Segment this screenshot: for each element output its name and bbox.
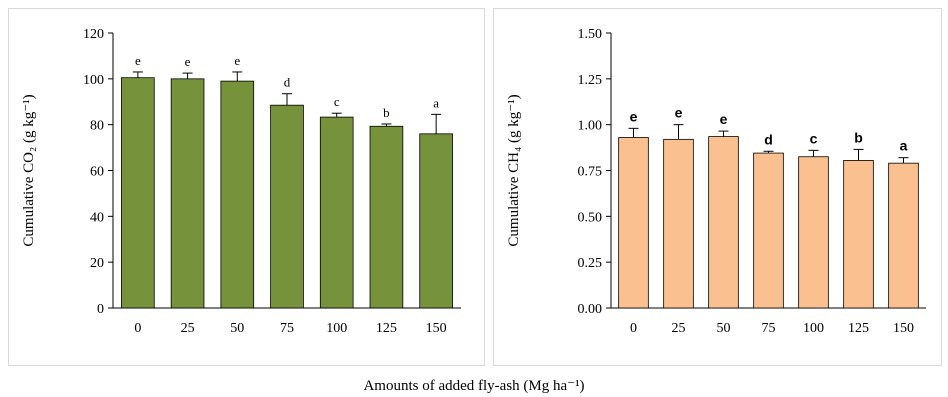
y-tick-label: 40 bbox=[90, 210, 104, 225]
y-tick-label: 1.00 bbox=[578, 119, 603, 134]
bar bbox=[170, 78, 205, 309]
x-tick-label: 50 bbox=[717, 321, 731, 336]
significance-letter: a bbox=[433, 95, 439, 110]
x-tick-label: 150 bbox=[893, 321, 914, 336]
bar bbox=[419, 133, 453, 309]
significance-letter: e bbox=[630, 108, 638, 124]
x-tick-label: 125 bbox=[376, 321, 397, 336]
bar bbox=[319, 116, 354, 309]
y-tick-label: 80 bbox=[90, 119, 104, 134]
bar bbox=[618, 137, 649, 309]
significance-letter: e bbox=[135, 53, 141, 68]
bar bbox=[270, 104, 304, 309]
y-axis-label: Cumulative CH₄ (g kg⁻¹) bbox=[506, 94, 522, 246]
shared-x-axis-label: Amounts of added fly-ash (Mg ha⁻¹) bbox=[363, 378, 585, 394]
x-tick-label: 0 bbox=[134, 321, 141, 336]
x-tick-label: 50 bbox=[230, 321, 244, 336]
significance-letter: a bbox=[900, 138, 908, 154]
bar bbox=[121, 77, 155, 309]
bar bbox=[663, 138, 694, 309]
y-tick-label: 0 bbox=[97, 302, 104, 317]
significance-letter: e bbox=[675, 105, 683, 121]
x-tick-label: 0 bbox=[630, 321, 637, 336]
y-tick-label: 1.25 bbox=[578, 73, 603, 88]
significance-letter: b bbox=[383, 105, 390, 120]
y-tick-label: 0.25 bbox=[578, 256, 603, 271]
y-tick-label: 20 bbox=[90, 256, 104, 271]
y-tick-label: 1.50 bbox=[578, 27, 603, 42]
x-tick-label: 100 bbox=[326, 321, 347, 336]
significance-letter: e bbox=[234, 53, 240, 68]
x-tick-label: 75 bbox=[280, 321, 294, 336]
y-tick-label: 0.00 bbox=[578, 302, 603, 317]
ch4-chart-panel: 0.00 0.25 0.50 0.75 1.00 1.25 1.50 0 e 25 e 50 e 75 d 1… bbox=[493, 8, 942, 366]
x-tick-label: 25 bbox=[181, 321, 195, 336]
x-tick-label: 125 bbox=[848, 321, 869, 336]
y-tick-label: 0.75 bbox=[578, 165, 603, 180]
significance-letter: b bbox=[854, 129, 863, 145]
y-tick-label: 60 bbox=[90, 165, 104, 180]
significance-letter: d bbox=[284, 75, 291, 90]
significance-letter: c bbox=[810, 130, 818, 146]
x-tick-label: 150 bbox=[426, 321, 447, 336]
bar bbox=[753, 152, 784, 309]
x-tick-label: 25 bbox=[672, 321, 686, 336]
bar bbox=[708, 136, 739, 309]
x-tick-label: 100 bbox=[803, 321, 824, 336]
bar bbox=[220, 80, 255, 309]
ch4-bar-chart: 0.00 0.25 0.50 0.75 1.00 1.25 1.50 0 e 25 e 50 e 75 d 1… bbox=[506, 27, 926, 336]
y-tick-label: 0.50 bbox=[578, 210, 603, 225]
bar bbox=[843, 160, 874, 309]
co2-chart-panel: 0 20 40 60 80 100 120 0 e 25 e 50 e 75 d 100 c 125 b 150 a Cu… bbox=[8, 8, 485, 366]
bar bbox=[888, 162, 919, 309]
significance-letter: e bbox=[720, 111, 728, 127]
y-tick-label: 120 bbox=[83, 27, 104, 42]
significance-letter: c bbox=[334, 94, 340, 109]
bar bbox=[798, 156, 829, 309]
y-tick-label: 100 bbox=[83, 73, 104, 88]
bar bbox=[369, 125, 404, 309]
x-tick-label: 75 bbox=[762, 321, 776, 336]
significance-letter: e bbox=[185, 54, 191, 69]
y-axis-label: Cumulative CO₂ (g kg⁻¹) bbox=[21, 94, 37, 246]
significance-letter: d bbox=[764, 131, 773, 147]
co2-bar-chart: 0 20 40 60 80 100 120 0 e 25 e 50 e 75 d 100 c 125 b 150 a Cu… bbox=[21, 27, 461, 336]
